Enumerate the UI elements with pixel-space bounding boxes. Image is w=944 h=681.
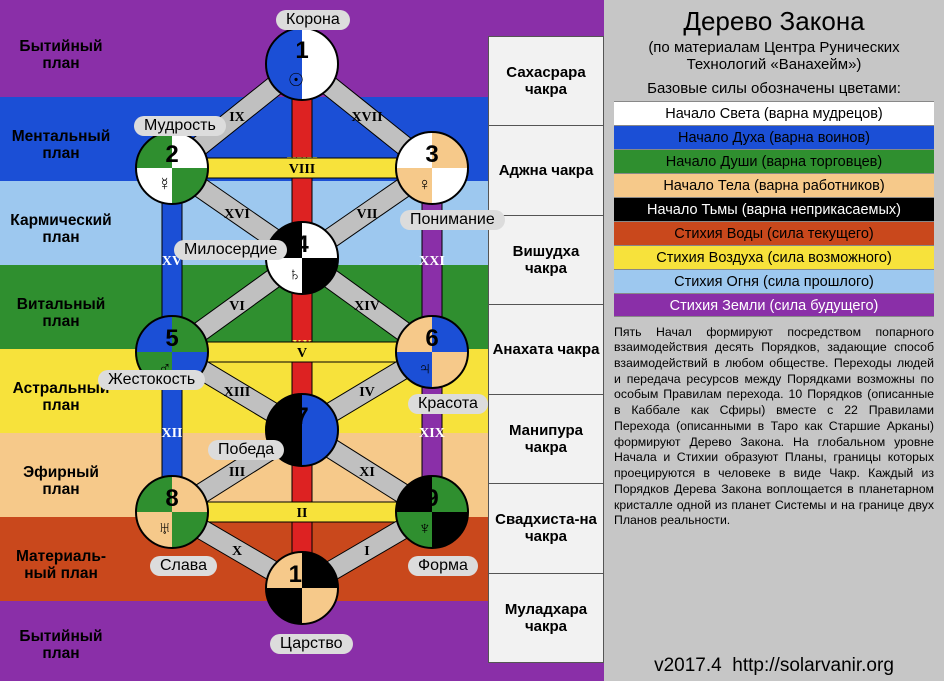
legend-row: Начало Духа (варна воинов) xyxy=(614,125,934,149)
svg-text:XIV: XIV xyxy=(354,299,380,314)
footer: v2017.4 http://solarvanir.org xyxy=(614,655,934,677)
svg-text:10: 10 xyxy=(289,561,316,588)
description: Пять Начал формируют посредством попарно… xyxy=(614,325,934,654)
svg-text:VII: VII xyxy=(356,207,377,222)
svg-text:♄: ♄ xyxy=(288,436,302,456)
sephira-1: 1☉ xyxy=(266,28,338,100)
svg-text:♇: ♇ xyxy=(288,594,302,614)
sephira-label: Милосердие xyxy=(174,240,287,260)
legend-row: Стихия Воздуха (сила возможного) xyxy=(614,245,934,269)
plane-label: Бытийный план xyxy=(6,38,116,72)
subtitle: (по материалам Центра Рунических Техноло… xyxy=(614,39,934,74)
svg-text:IX: IX xyxy=(229,110,245,125)
svg-text:XII: XII xyxy=(161,426,182,441)
svg-text:XIII: XIII xyxy=(224,385,250,400)
svg-text:7: 7 xyxy=(295,403,308,430)
chakra-cell: Аджна чакра xyxy=(488,125,604,214)
legend-heading: Базовые силы обозначены цветами: xyxy=(614,80,934,97)
right-panel: Дерево Закона (по материалам Центра Руни… xyxy=(604,0,944,681)
chakra-cell: Муладхара чакра xyxy=(488,573,604,663)
title: Дерево Закона xyxy=(614,6,934,37)
svg-text:8: 8 xyxy=(165,485,178,512)
sephira-label: Жестокость xyxy=(98,370,205,390)
svg-text:XI: XI xyxy=(359,465,375,480)
svg-text:IV: IV xyxy=(359,385,375,400)
svg-text:♀: ♀ xyxy=(418,174,432,194)
svg-text:9: 9 xyxy=(425,485,438,512)
svg-text:V: V xyxy=(297,346,307,361)
svg-text:♅: ♅ xyxy=(158,518,172,538)
legend-row: Начало Души (варна торговцев) xyxy=(614,149,934,173)
svg-text:III: III xyxy=(229,465,245,480)
svg-text:3: 3 xyxy=(425,141,438,168)
svg-text:XXI: XXI xyxy=(419,254,445,269)
sephira-3: 3♀ xyxy=(396,132,468,204)
svg-text:2: 2 xyxy=(165,141,178,168)
svg-text:♃: ♃ xyxy=(418,358,432,378)
sephira-label: Победа xyxy=(208,440,284,460)
plane-label: Витальный план xyxy=(6,296,116,330)
legend: Начало Света (варна мудрецов)Начало Духа… xyxy=(614,101,934,317)
plane-label: Эфирный план xyxy=(6,464,116,498)
sephira-2: 2☿ xyxy=(136,132,208,204)
legend-row: Начало Тела (варна работников) xyxy=(614,173,934,197)
plane-label: Кармический план xyxy=(6,212,116,246)
version: v2017.4 xyxy=(654,655,722,676)
sephira-8: 8♅ xyxy=(136,476,208,548)
svg-text:1: 1 xyxy=(295,37,308,64)
sephira-10: 10 ♇ xyxy=(266,552,338,624)
legend-row: Стихия Воды (сила текущего) xyxy=(614,221,934,245)
sephira-6: 6♃ xyxy=(396,316,468,388)
legend-row: Стихия Земли (сила будущего) xyxy=(614,293,934,317)
legend-row: Стихия Огня (сила прошлого) xyxy=(614,269,934,293)
svg-text:I: I xyxy=(364,544,369,559)
svg-text:♄☾: ♄☾ xyxy=(288,264,318,284)
svg-text:5: 5 xyxy=(165,325,178,352)
svg-text:XIX: XIX xyxy=(419,426,445,441)
sephira-label: Корона xyxy=(276,10,350,30)
chakra-cell: Манипура чакра xyxy=(488,394,604,483)
svg-text:☉: ☉ xyxy=(288,70,304,90)
chakra-cell: Свадхиста-на чакра xyxy=(488,483,604,572)
chakra-cell: Сахасрара чакра xyxy=(488,36,604,125)
legend-row: Начало Тьмы (варна неприкасаемых) xyxy=(614,197,934,221)
svg-text:X: X xyxy=(232,544,242,559)
plane-label: Ментальный план xyxy=(6,128,116,162)
chakra-column: Сахасрара чакраАджна чакраВишудха чакраА… xyxy=(488,36,604,663)
plane-label: Материаль-ный план xyxy=(6,548,116,582)
sephira-label: Понимание xyxy=(400,210,505,230)
svg-text:II: II xyxy=(297,506,308,521)
svg-text:4: 4 xyxy=(295,231,309,258)
sephira-label: Царство xyxy=(270,634,353,654)
sephira-label: Форма xyxy=(408,556,478,576)
svg-text:♆: ♆ xyxy=(418,518,432,538)
sephira-9: 9♆ xyxy=(396,476,468,548)
sephira-label: Слава xyxy=(150,556,217,576)
svg-text:VIII: VIII xyxy=(289,162,315,177)
chakra-cell: Анахата чакра xyxy=(488,304,604,393)
svg-text:XVII: XVII xyxy=(351,110,382,125)
svg-text:XVI: XVI xyxy=(224,207,250,222)
chakra-cell: Вишудха чакра xyxy=(488,215,604,304)
url[interactable]: http://solarvanir.org xyxy=(732,655,894,676)
svg-text:☿: ☿ xyxy=(158,174,172,194)
legend-row: Начало Света (варна мудрецов) xyxy=(614,101,934,125)
sephira-label: Мудрость xyxy=(134,116,226,136)
sephira-label: Красота xyxy=(408,394,488,414)
svg-text:6: 6 xyxy=(425,325,438,352)
plane-label: Бытийный план xyxy=(6,628,116,662)
svg-text:VI: VI xyxy=(229,299,245,314)
